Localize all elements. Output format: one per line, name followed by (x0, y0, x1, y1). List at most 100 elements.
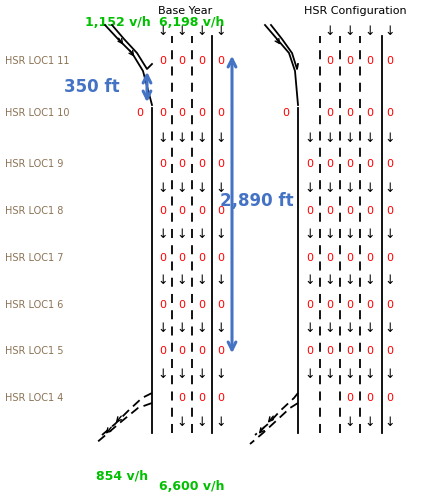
Text: ↓: ↓ (365, 322, 375, 335)
Text: 0: 0 (386, 159, 393, 169)
Text: ↓: ↓ (177, 416, 187, 429)
Text: ↓: ↓ (216, 368, 226, 380)
Text: ↓: ↓ (325, 25, 335, 38)
Text: HSR LOC1 5: HSR LOC1 5 (5, 346, 64, 356)
Text: ↓: ↓ (385, 322, 395, 335)
Text: ↓: ↓ (177, 181, 187, 194)
Text: HSR Configuration: HSR Configuration (304, 6, 406, 16)
Text: ↓: ↓ (345, 368, 355, 380)
Text: ↓: ↓ (158, 181, 168, 194)
Text: 0: 0 (179, 56, 186, 66)
Text: 0: 0 (198, 393, 206, 403)
Text: ↓: ↓ (365, 181, 375, 194)
Text: 350 ft: 350 ft (64, 78, 120, 96)
Text: ↓: ↓ (345, 131, 355, 144)
Text: 0: 0 (386, 56, 393, 66)
Text: 0: 0 (198, 253, 206, 263)
Text: 0: 0 (366, 206, 373, 216)
Text: 0: 0 (217, 346, 225, 356)
Text: ↓: ↓ (216, 181, 226, 194)
Text: ↓: ↓ (216, 25, 226, 38)
Text: ↓: ↓ (385, 368, 395, 380)
Text: 0: 0 (160, 253, 167, 263)
Text: 0: 0 (327, 159, 334, 169)
Text: ↓: ↓ (325, 227, 335, 240)
Text: ↓: ↓ (385, 181, 395, 194)
Text: HSR LOC1 6: HSR LOC1 6 (5, 300, 63, 310)
Text: ↓: ↓ (325, 322, 335, 335)
Text: 0: 0 (217, 56, 225, 66)
Text: ↓: ↓ (365, 416, 375, 429)
Text: 0: 0 (179, 393, 186, 403)
Text: ↓: ↓ (197, 416, 207, 429)
Text: ↓: ↓ (365, 227, 375, 240)
Text: 0: 0 (347, 206, 354, 216)
Text: 0: 0 (198, 159, 206, 169)
Text: ↓: ↓ (305, 131, 315, 144)
Text: HSR LOC1 11: HSR LOC1 11 (5, 56, 69, 66)
Text: 0: 0 (386, 108, 393, 118)
Text: ↓: ↓ (385, 275, 395, 288)
Text: 0: 0 (282, 108, 290, 118)
Text: HSR LOC1 7: HSR LOC1 7 (5, 253, 64, 263)
Text: ↓: ↓ (216, 416, 226, 429)
Text: ↓: ↓ (345, 275, 355, 288)
Text: 0: 0 (306, 159, 313, 169)
Text: 0: 0 (366, 159, 373, 169)
Text: ↓: ↓ (158, 322, 168, 335)
Text: ↓: ↓ (325, 275, 335, 288)
Text: 0: 0 (198, 108, 206, 118)
Text: 0: 0 (386, 206, 393, 216)
Text: HSR LOC1 8: HSR LOC1 8 (5, 206, 63, 216)
Text: 0: 0 (327, 108, 334, 118)
Text: HSR LOC1 9: HSR LOC1 9 (5, 159, 63, 169)
Text: 0: 0 (179, 108, 186, 118)
Text: ↓: ↓ (158, 275, 168, 288)
Text: ↓: ↓ (177, 368, 187, 380)
Text: ↓: ↓ (197, 227, 207, 240)
Text: 0: 0 (347, 253, 354, 263)
Text: ↓: ↓ (305, 227, 315, 240)
Text: 0: 0 (217, 108, 225, 118)
Text: 0: 0 (347, 300, 354, 310)
Text: ↓: ↓ (177, 25, 187, 38)
Text: 0: 0 (179, 300, 186, 310)
Text: 0: 0 (160, 56, 167, 66)
Text: ↓: ↓ (177, 275, 187, 288)
Text: 0: 0 (160, 206, 167, 216)
Text: 2,890 ft: 2,890 ft (220, 192, 294, 210)
Text: ↓: ↓ (365, 275, 375, 288)
Text: 0: 0 (179, 206, 186, 216)
Text: 0: 0 (217, 159, 225, 169)
Text: ↓: ↓ (216, 131, 226, 144)
Text: ↓: ↓ (197, 275, 207, 288)
Text: 0: 0 (306, 346, 313, 356)
Text: 0: 0 (217, 393, 225, 403)
Text: 1,152 v/h: 1,152 v/h (85, 16, 151, 29)
Text: ↓: ↓ (345, 181, 355, 194)
Text: ↓: ↓ (385, 416, 395, 429)
Text: ↓: ↓ (305, 275, 315, 288)
Text: 0: 0 (347, 393, 354, 403)
Text: 0: 0 (160, 159, 167, 169)
Text: ↓: ↓ (345, 416, 355, 429)
Text: ↓: ↓ (216, 275, 226, 288)
Text: 0: 0 (217, 300, 225, 310)
Text: ↓: ↓ (385, 227, 395, 240)
Text: 6,198 v/h: 6,198 v/h (159, 16, 225, 29)
Text: 0: 0 (306, 300, 313, 310)
Text: 0: 0 (327, 56, 334, 66)
Text: ↓: ↓ (197, 181, 207, 194)
Text: ↓: ↓ (177, 227, 187, 240)
Text: ↓: ↓ (385, 25, 395, 38)
Text: 0: 0 (327, 346, 334, 356)
Text: 0: 0 (366, 253, 373, 263)
Text: 0: 0 (327, 300, 334, 310)
Text: 0: 0 (160, 346, 167, 356)
Text: 0: 0 (366, 56, 373, 66)
Text: 0: 0 (366, 393, 373, 403)
Text: 0: 0 (386, 346, 393, 356)
Text: 0: 0 (327, 206, 334, 216)
Text: 0: 0 (366, 108, 373, 118)
Text: 0: 0 (386, 300, 393, 310)
